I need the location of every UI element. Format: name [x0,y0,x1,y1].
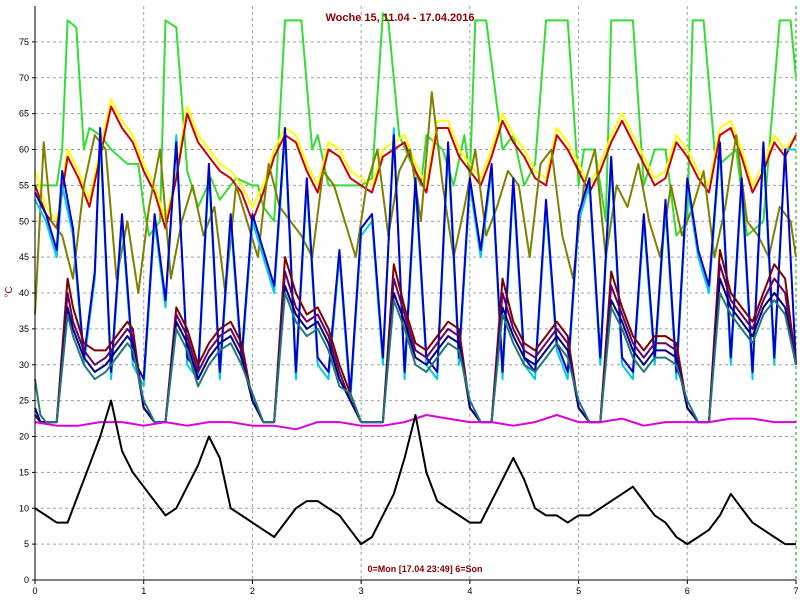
x-tick-label: 2 [250,586,255,596]
axes [32,6,797,584]
plot-area [34,12,797,546]
x-tick-label: 6 [685,586,690,596]
y-axis-label: °C [4,286,15,297]
y-tick-label: 10 [19,503,29,513]
y-tick-label: 40 [19,288,29,298]
y-tick-label: 50 [19,216,29,226]
x-tick-label: 5 [576,586,581,596]
series-line-5 [34,127,797,395]
y-tick-label: 45 [19,252,29,262]
x-tick-label: 3 [359,586,364,596]
x-tick-label: 1 [141,586,146,596]
y-tick-label: 20 [19,432,29,442]
series-line-2 [34,105,797,230]
series-line-9 [34,292,797,424]
y-tick-label: 60 [19,145,29,155]
y-tick-label: 70 [19,73,29,83]
y-tick-label: 0 [24,575,29,585]
series-line-11 [34,399,796,546]
x-tick-label: 7 [793,586,798,596]
y-tick-label: 30 [19,360,29,370]
y-tick-label: 25 [19,396,29,406]
x-tick-label: 4 [467,586,472,596]
series-line-8 [34,277,797,424]
y-tick-label: 5 [24,539,29,549]
x-tick-label: 0 [32,586,37,596]
y-tick-label: 15 [19,467,29,477]
y-tick-label: 65 [19,109,29,119]
y-tick-label: 55 [19,180,29,190]
series-line-1 [34,98,797,223]
y-tick-label: 75 [19,37,29,47]
y-tick-label: 35 [19,324,29,334]
chart-title: Woche 15, 11.04 - 17.04.2016 [325,12,474,24]
chart-footer: 0=Mon [17.04 23:49] 6=Son [367,564,482,574]
